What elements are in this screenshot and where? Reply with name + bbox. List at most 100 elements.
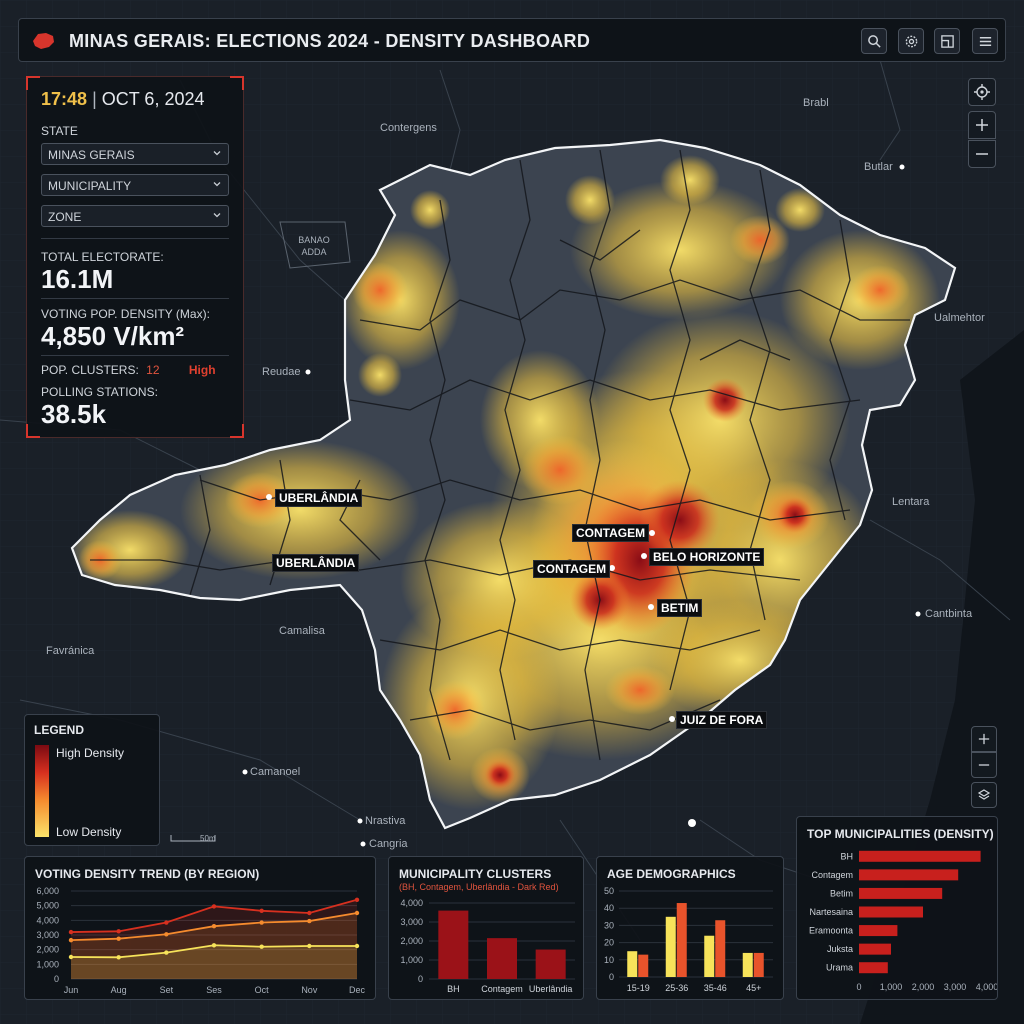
legend-panel: LEGEND High Density Low Density	[24, 714, 160, 846]
legend-title: LEGEND	[34, 723, 85, 737]
y-tick-label: Contagem	[811, 870, 853, 880]
y-tick-label: Urama	[826, 963, 853, 973]
legend-gradient	[35, 745, 49, 837]
bar	[535, 949, 566, 979]
data-point	[164, 920, 169, 925]
corner-accent	[26, 76, 40, 90]
clusters-chart-title: MUNICIPALITY CLUSTERS	[399, 867, 552, 881]
x-tick-label: Ses	[206, 985, 222, 995]
city-label-uberlandia-2[interactable]: UBERLÂNDIA	[272, 554, 360, 572]
place-label: Reudae	[262, 366, 301, 378]
chevron-down-icon	[213, 213, 221, 218]
place-label: Contergens	[380, 122, 437, 134]
state-select[interactable]: MINAS GERAIS	[41, 143, 229, 165]
datetime-readout: 17:48 | OCT 6, 2024	[41, 89, 205, 110]
corner-accent	[26, 424, 40, 438]
legend-high-label: High Density	[56, 746, 125, 760]
clusters-label-text: POP. CLUSTERS:	[41, 363, 139, 377]
city-label-juiz-de-fora[interactable]: JUIZ DE FORA	[676, 711, 768, 729]
trend-chart-title: VOTING DENSITY TREND (BY REGION)	[35, 867, 260, 881]
y-tick-label: 40	[604, 903, 614, 913]
zoom-in-button-lower[interactable]	[971, 726, 997, 752]
bar	[859, 869, 959, 881]
series-area	[71, 899, 357, 979]
state-logo-icon	[33, 33, 54, 49]
top-municipalities-chart[interactable]: 0 1,000 2,000 3,000 4,000 BH Contagem Betim Nart…	[797, 843, 997, 999]
bar	[859, 962, 888, 974]
x-tick-label: BH	[447, 984, 460, 994]
place-label: Ualmehtor	[934, 312, 985, 324]
y-tick-label: 20	[604, 938, 614, 948]
page-title: MINAS GERAIS: ELECTIONS 2024 - DENSITY D…	[69, 31, 591, 51]
data-point	[307, 918, 312, 924]
bar	[665, 916, 676, 977]
locate-button[interactable]	[968, 78, 996, 106]
data-point	[259, 908, 264, 913]
bar	[487, 938, 517, 979]
clusters-chart-panel: MUNICIPALITY CLUSTERS (BH, Contagem, Ube…	[388, 856, 584, 1000]
y-tick-label: Nartesaina	[809, 907, 853, 917]
data-point	[354, 943, 360, 949]
y-tick-label: 10	[604, 955, 614, 965]
layout-button[interactable]	[934, 28, 960, 54]
bar	[742, 952, 753, 977]
y-tick-label: 0	[418, 974, 423, 984]
bar	[638, 954, 649, 977]
density-label: VOTING POP. DENSITY (Max):	[41, 307, 210, 321]
stations-label: POLLING STATIONS:	[41, 385, 158, 399]
y-tick-label: 3,000	[400, 917, 423, 927]
data-point	[211, 904, 217, 909]
data-point	[307, 910, 312, 916]
bar	[859, 925, 898, 937]
x-tick-label: 25-36	[665, 983, 688, 993]
date-text: OCT 6, 2024	[101, 89, 205, 109]
layout-icon	[940, 34, 954, 48]
city-label-belo-horizonte[interactable]: BELO HORIZONTE	[649, 548, 765, 566]
city-label-uberlandia[interactable]: UBERLÂNDIA	[275, 489, 363, 507]
state-label: STATE	[41, 124, 78, 138]
municipality-select[interactable]: MUNICIPALITY	[41, 174, 229, 196]
x-tick-label: Set	[160, 985, 174, 995]
zone-select[interactable]: ZONE	[41, 205, 229, 227]
zoom-out-button-lower[interactable]	[971, 752, 997, 778]
data-point	[116, 936, 121, 941]
zoom-in-button[interactable]	[968, 111, 996, 139]
search-button[interactable]	[861, 28, 887, 54]
x-tick-label: 3,000	[944, 982, 967, 992]
crosshair-icon	[974, 84, 990, 100]
data-point	[211, 943, 217, 948]
y-tick-label: BH	[840, 851, 853, 861]
zoom-out-button[interactable]	[968, 140, 996, 168]
layers-button[interactable]	[971, 782, 997, 808]
zone-select-value: ZONE	[48, 210, 82, 224]
clusters-chart[interactable]: 4,000 3,000 2,000 1,000 0 BH Contagem Uberlândi…	[389, 893, 583, 1001]
bar	[859, 850, 981, 862]
x-tick-label: Uberlândia	[529, 984, 573, 994]
settings-button[interactable]	[898, 28, 924, 54]
y-tick-label: 3,000	[36, 930, 59, 940]
data-point	[68, 929, 74, 935]
age-chart[interactable]: 50 40 30 20 10 0 15-19 25-36 35-46 45+	[597, 881, 783, 1001]
city-label-contagem[interactable]: CONTAGEM	[572, 524, 650, 542]
density-value: 4,850 V/km²	[41, 321, 185, 351]
y-tick-label: 4,000	[36, 915, 59, 925]
y-tick-label: 4,000	[400, 898, 423, 908]
city-label-contagem-2[interactable]: CONTAGEM	[533, 560, 611, 578]
minus-icon	[978, 764, 990, 766]
trend-chart-panel: VOTING DENSITY TREND (BY REGION) 6,000 5,…	[24, 856, 376, 1000]
data-point	[259, 944, 264, 949]
electorate-label: TOTAL ELECTORATE:	[41, 250, 164, 264]
menu-icon	[979, 36, 991, 46]
age-chart-title: AGE DEMOGRAPHICS	[607, 867, 736, 881]
bar	[704, 935, 715, 977]
bar	[627, 951, 638, 977]
bar	[715, 920, 726, 977]
city-label-betim[interactable]: BETIM	[657, 599, 703, 617]
header-bar: MINAS GERAIS: ELECTIONS 2024 - DENSITY D…	[18, 18, 1006, 62]
menu-button[interactable]	[972, 28, 998, 54]
data-point	[307, 943, 312, 949]
trend-chart[interactable]: 6,000 5,000 4,000 3,000 2,000 1,000 0 Jun Aug Set…	[25, 881, 375, 1001]
filter-stats-panel: 17:48 | OCT 6, 2024 STATE MINAS GERAIS M…	[26, 76, 244, 438]
place-label: Cantbinta	[925, 608, 973, 620]
y-tick-label: 30	[604, 920, 614, 930]
